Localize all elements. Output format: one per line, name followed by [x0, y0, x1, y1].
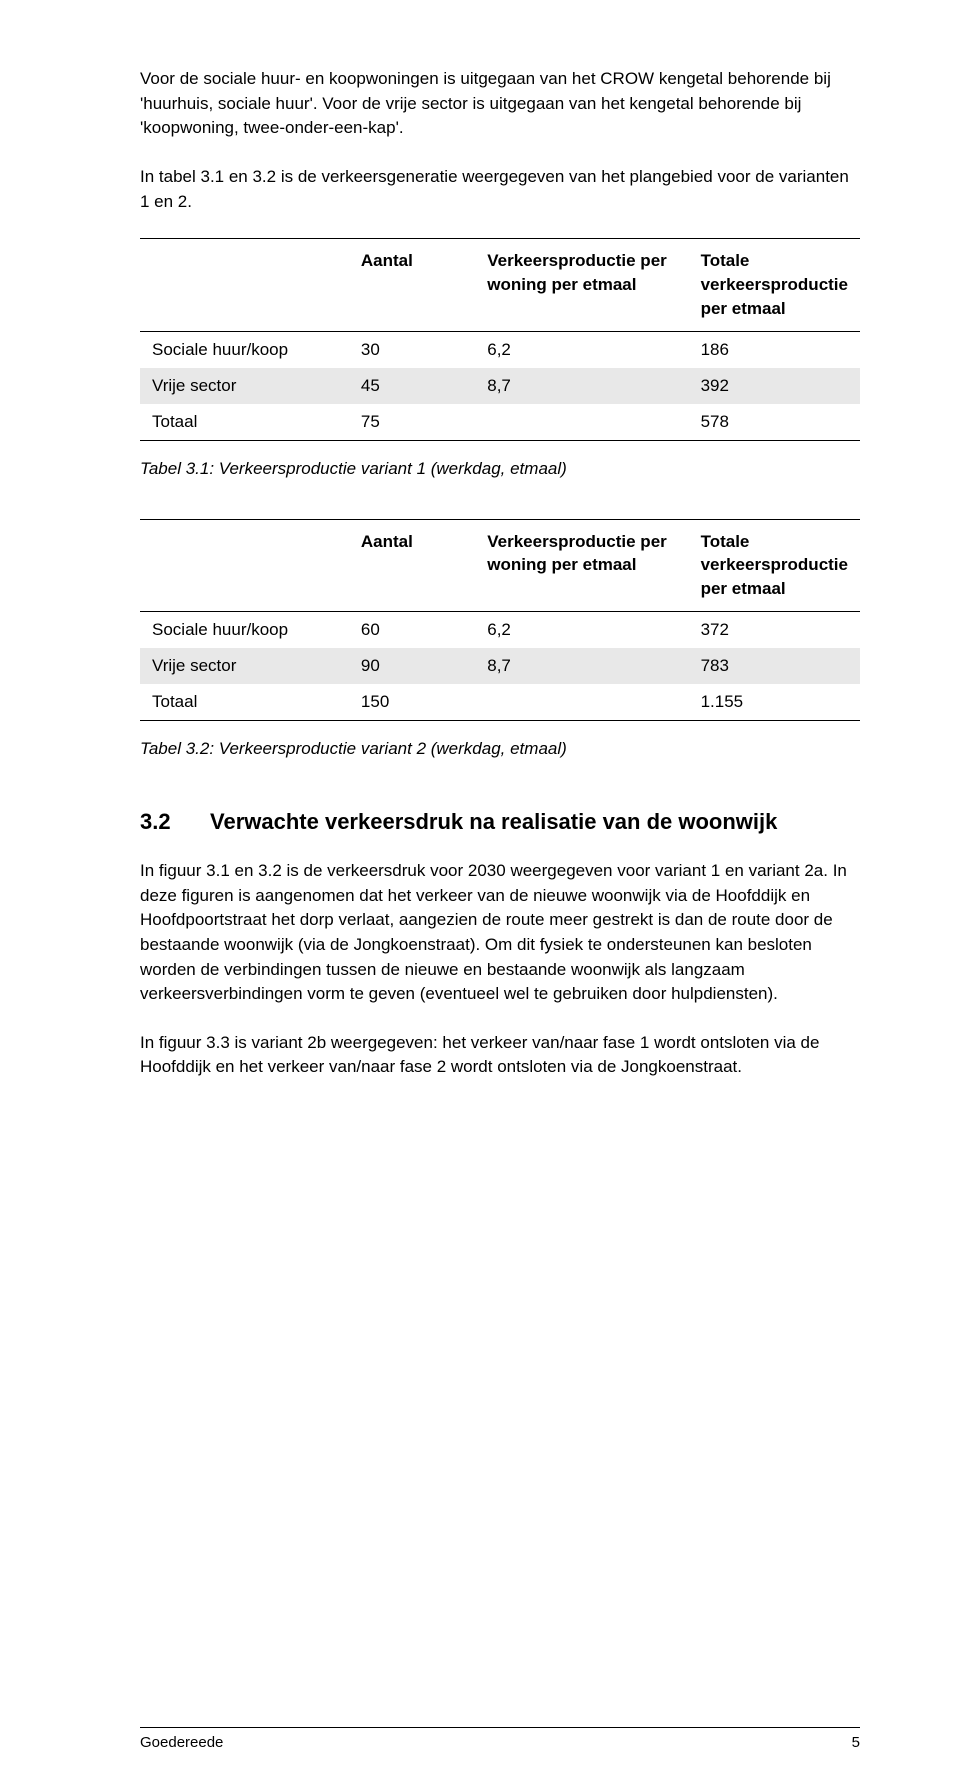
cell-total: 186	[689, 331, 860, 368]
paragraph-3: In figuur 3.1 en 3.2 is de verkeersdruk …	[140, 859, 860, 1007]
table-row: Vrije sector 45 8,7 392	[140, 368, 860, 404]
table-header-row: Aantal Verkeersproductie per woning per …	[140, 519, 860, 611]
table-row: Sociale huur/koop 30 6,2 186	[140, 331, 860, 368]
cell-count: 45	[349, 368, 475, 404]
cell-perunit: 8,7	[475, 368, 688, 404]
table-header-blank	[140, 239, 349, 331]
cell-label: Vrije sector	[140, 368, 349, 404]
section-title: Verwachte verkeersdruk na realisatie van…	[210, 809, 777, 835]
cell-count: 75	[349, 404, 475, 441]
table-header-total: Totale verkeersproductie per etmaal	[689, 519, 860, 611]
footer-page-number: 5	[852, 1734, 860, 1751]
cell-total: 372	[689, 611, 860, 648]
table-row: Totaal 150 1.155	[140, 684, 860, 721]
section-number: 3.2	[140, 809, 210, 835]
cell-total: 783	[689, 648, 860, 684]
footer-left: Goedereede	[140, 1734, 223, 1751]
page: Voor de sociale huur- en koopwoningen is…	[0, 0, 960, 1791]
cell-label: Totaal	[140, 684, 349, 721]
cell-label: Vrije sector	[140, 648, 349, 684]
table-1-caption: Tabel 3.1: Verkeersproductie variant 1 (…	[140, 459, 860, 479]
table-header-perunit: Verkeersproductie per woning per etmaal	[475, 239, 688, 331]
table-row: Vrije sector 90 8,7 783	[140, 648, 860, 684]
table-header-perunit: Verkeersproductie per woning per etmaal	[475, 519, 688, 611]
cell-perunit	[475, 684, 688, 721]
page-footer: Goedereede 5	[140, 1727, 860, 1751]
table-2-caption: Tabel 3.2: Verkeersproductie variant 2 (…	[140, 739, 860, 759]
table-header-count: Aantal	[349, 519, 475, 611]
cell-count: 150	[349, 684, 475, 721]
cell-count: 90	[349, 648, 475, 684]
table-variant-2: Aantal Verkeersproductie per woning per …	[140, 519, 860, 721]
cell-count: 30	[349, 331, 475, 368]
section-heading: 3.2 Verwachte verkeersdruk na realisatie…	[140, 809, 860, 835]
paragraph-4: In figuur 3.3 is variant 2b weergegeven:…	[140, 1031, 860, 1080]
cell-perunit: 8,7	[475, 648, 688, 684]
table-row: Sociale huur/koop 60 6,2 372	[140, 611, 860, 648]
cell-count: 60	[349, 611, 475, 648]
table-header-count: Aantal	[349, 239, 475, 331]
cell-label: Totaal	[140, 404, 349, 441]
cell-label: Sociale huur/koop	[140, 611, 349, 648]
paragraph-intro-2: In tabel 3.1 en 3.2 is de verkeersgenera…	[140, 165, 860, 214]
table-row: Totaal 75 578	[140, 404, 860, 441]
cell-total: 578	[689, 404, 860, 441]
table-header-row: Aantal Verkeersproductie per woning per …	[140, 239, 860, 331]
cell-perunit: 6,2	[475, 331, 688, 368]
table-variant-1: Aantal Verkeersproductie per woning per …	[140, 238, 860, 440]
cell-total: 392	[689, 368, 860, 404]
paragraph-intro-1: Voor de sociale huur- en koopwoningen is…	[140, 67, 860, 141]
cell-total: 1.155	[689, 684, 860, 721]
cell-perunit: 6,2	[475, 611, 688, 648]
cell-label: Sociale huur/koop	[140, 331, 349, 368]
table-header-blank	[140, 519, 349, 611]
table-header-total: Totale verkeersproductie per etmaal	[689, 239, 860, 331]
cell-perunit	[475, 404, 688, 441]
